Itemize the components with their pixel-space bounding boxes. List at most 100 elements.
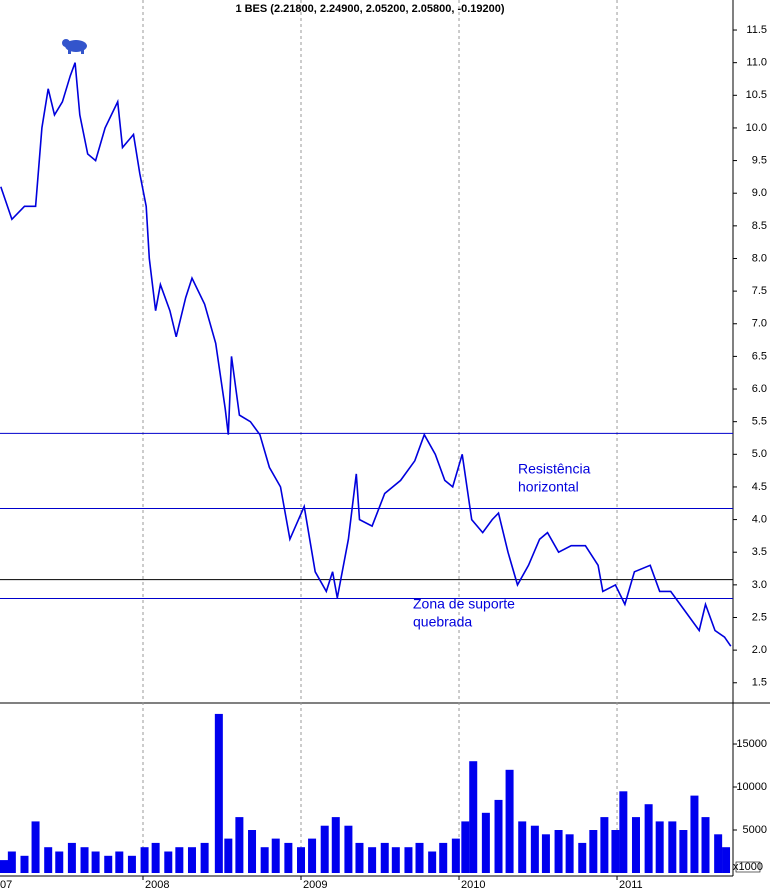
- volume-bar: [380, 842, 389, 873]
- volume-bar: [690, 795, 699, 873]
- volume-bar: [541, 834, 550, 873]
- y-tick-label: 5.0: [752, 448, 767, 460]
- volume-bar: [344, 825, 353, 873]
- y-tick-label: 2.0: [752, 644, 767, 656]
- x-tick-label: 2008: [145, 879, 169, 891]
- volume-bar: [91, 851, 100, 873]
- volume-bar: [554, 830, 563, 873]
- volume-bar: [578, 842, 587, 873]
- y-tick-label: 3.0: [752, 579, 767, 591]
- volume-bar: [565, 834, 574, 873]
- y-tick-label: 2.5: [752, 611, 767, 623]
- y-tick-label: 11.5: [746, 24, 767, 36]
- volume-bar: [7, 851, 16, 873]
- volume-bar: [297, 847, 306, 873]
- x-tick-label: 2010: [461, 879, 485, 891]
- x-tick-label: 07: [0, 879, 12, 891]
- volume-bar: [518, 821, 527, 873]
- volume-bar: [0, 860, 8, 873]
- volume-bar: [619, 791, 628, 873]
- volume-bar: [164, 851, 173, 873]
- volume-bar: [451, 838, 460, 873]
- volume-bar: [151, 842, 160, 873]
- volume-bar: [655, 821, 664, 873]
- y-tick-label: 15000: [736, 738, 767, 750]
- volume-bar: [428, 851, 437, 873]
- y-tick-label: 7.0: [752, 318, 767, 330]
- annotation: Zona de suporte: [413, 596, 515, 612]
- volume-bar: [469, 761, 478, 873]
- y-tick-label: 6.0: [752, 383, 767, 395]
- volume-bar: [200, 842, 209, 873]
- annotation: Resistência: [518, 461, 591, 477]
- volume-bar: [494, 799, 503, 873]
- volume-bar: [260, 847, 269, 873]
- volume-bar: [461, 821, 470, 873]
- volume-bar: [481, 812, 490, 873]
- y-tick-label: 1.5: [752, 677, 767, 689]
- chart-title: 1 BES (2.21800, 2.24900, 2.05200, 2.0580…: [235, 3, 504, 15]
- volume-bar: [415, 842, 424, 873]
- volume-bar: [714, 834, 723, 873]
- volume-bar: [271, 838, 280, 873]
- price-line: [0, 62, 732, 647]
- volume-bar: [530, 825, 539, 873]
- unit-box: [735, 861, 761, 873]
- y-tick-label: 9.0: [752, 187, 767, 199]
- volume-bar: [701, 817, 710, 873]
- y-tick-label: 6.5: [752, 350, 767, 362]
- volume-bar: [611, 830, 620, 873]
- volume-bar: [668, 821, 677, 873]
- annotation: horizontal: [518, 479, 579, 495]
- y-tick-label: 5000: [743, 824, 767, 836]
- volume-bar: [175, 847, 184, 873]
- unit-label: x1000: [733, 861, 763, 873]
- volume-bar: [55, 851, 64, 873]
- y-tick-label: 8.5: [752, 220, 767, 232]
- volume-bar: [679, 830, 688, 873]
- y-tick-label: 11.0: [746, 57, 767, 69]
- volume-bar: [214, 713, 223, 873]
- volume-bar: [224, 838, 233, 873]
- volume-bar: [31, 821, 40, 873]
- volume-bar: [368, 847, 377, 873]
- volume-bar: [631, 817, 640, 873]
- volume-bar: [331, 817, 340, 873]
- y-tick-label: 4.0: [752, 513, 767, 525]
- y-tick-label: 4.5: [752, 481, 767, 493]
- y-tick-label: 3.5: [752, 546, 767, 558]
- volume-bar: [80, 847, 89, 873]
- volume-bar: [20, 855, 29, 873]
- y-tick-label: 9.5: [752, 154, 767, 166]
- volume-bar: [308, 838, 317, 873]
- volume-bar: [248, 830, 257, 873]
- volume-bar: [44, 847, 53, 873]
- volume-bar: [67, 842, 76, 873]
- y-tick-label: 10.0: [746, 122, 767, 134]
- volume-bar: [439, 842, 448, 873]
- volume-bar: [722, 847, 731, 873]
- volume-bar: [355, 842, 364, 873]
- bear-icon: [62, 39, 87, 54]
- y-tick-label: 7.5: [752, 285, 767, 297]
- volume-bar: [404, 847, 413, 873]
- volume-bar: [320, 825, 329, 873]
- y-tick-label: 8.0: [752, 252, 767, 264]
- annotation: quebrada: [413, 614, 472, 630]
- volume-bar: [600, 817, 609, 873]
- y-tick-label: 10.5: [746, 89, 767, 101]
- volume-bar: [644, 804, 653, 873]
- volume-bar: [115, 851, 124, 873]
- volume-bar: [589, 830, 598, 873]
- x-tick-label: 2011: [619, 879, 643, 891]
- volume-bar: [140, 847, 149, 873]
- volume-bar: [391, 847, 400, 873]
- volume-bar: [505, 769, 514, 873]
- volume-bar: [284, 842, 293, 873]
- volume-bar: [235, 817, 244, 873]
- y-tick-label: 5.5: [752, 416, 767, 428]
- volume-bar: [127, 855, 136, 873]
- volume-bar: [104, 855, 113, 873]
